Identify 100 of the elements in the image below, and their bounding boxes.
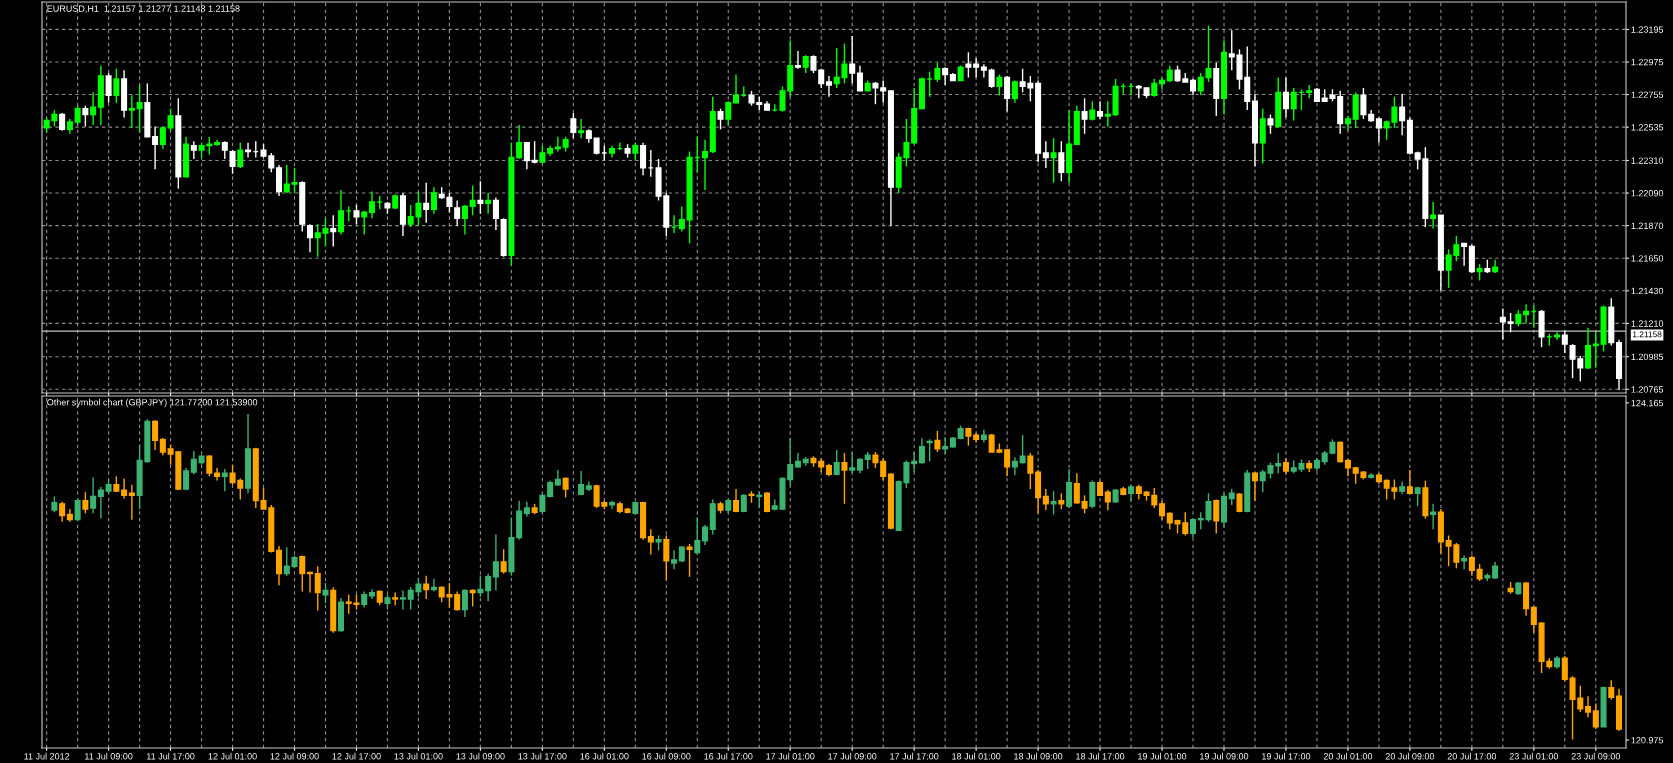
candlestick [1406,469,1413,496]
candlestick [671,549,678,571]
y-tick-label: 1.22975 [1631,58,1664,66]
y-tick-label: 1.20985 [1631,353,1664,361]
candlestick [911,451,918,473]
candlestick [221,468,228,492]
candlestick [1561,330,1568,354]
y-tick-label: 124.165 [1631,399,1664,407]
candlestick [1050,490,1057,516]
candlestick [90,476,97,515]
candlestick [330,214,337,248]
candlestick [934,430,941,453]
candlestick [121,477,128,500]
candlestick [430,578,437,593]
candlestick [1430,503,1437,530]
candlestick [229,149,236,175]
candlestick [1004,448,1011,478]
candlestick [1081,97,1088,135]
x-tick-label: 20 Jul 09:00 [1385,752,1435,760]
candlestick [1004,75,1011,113]
candlestick [152,125,159,171]
candlestick [1089,479,1096,509]
candlestick [1058,140,1065,182]
candlestick [849,35,856,85]
candlestick [337,189,345,236]
candlestick [1027,452,1034,490]
candlestick [1499,307,1506,341]
candlestick [500,548,507,575]
x-tick-label: 11 Jul 09:00 [85,752,133,760]
candlestick [82,491,89,515]
candlestick [245,142,252,159]
x-tick-label: 12 Jul 17:00 [332,752,381,760]
x-tick-label: 13 Jul 17:00 [518,752,567,760]
candlestick [980,63,987,79]
candlestick [1399,93,1406,136]
candlestick [461,204,468,236]
candlestick [105,72,112,104]
candlestick [1592,331,1599,369]
candlestick [477,575,484,598]
x-tick-label: 13 Jul 09:00 [456,752,505,760]
x-tick-label: 11 Jul 17:00 [147,752,195,760]
candlestick [554,469,561,487]
candlestick [516,124,523,160]
candlestick [725,100,732,126]
candlestick [322,582,329,604]
candlestick [1592,702,1599,730]
candlestick [368,588,375,600]
candlestick [1430,201,1437,230]
candlestick [353,204,360,225]
chart-title: EURUSD,H1 1.21157 1.21277 1.21148 1.21158 [47,5,240,13]
candlestick [492,533,499,592]
candlestick [1507,312,1514,333]
candlestick [430,186,437,215]
candlestick [694,516,701,556]
candlestick [833,449,840,476]
candlestick [1104,100,1111,128]
x-tick-label: 18 Jul 09:00 [1014,752,1063,760]
candlestick [732,73,740,104]
candlestick [97,486,104,520]
x-tick-label: 23 Jul 01:00 [1509,752,1559,760]
candlestick [206,454,213,478]
candlestick [702,139,709,191]
candlestick [59,501,66,523]
candlestick [1608,679,1615,701]
candlestick [965,51,972,79]
candlestick [423,181,430,224]
candlestick [872,81,879,105]
y-tick-label: 1.21870 [1631,222,1664,229]
y-tick-label: 1.22310 [1631,157,1664,164]
y-tick-label: 1.20765 [1631,386,1664,393]
candlestick [314,565,321,612]
candlestick [663,534,670,581]
candlestick [1259,107,1266,165]
x-tick-label: 18 Jul 01:00 [952,752,1001,760]
candlestick [477,180,484,215]
candlestick [276,545,283,586]
candlestick [1561,655,1568,683]
candlestick [880,79,887,104]
candlestick [276,164,283,197]
x-tick-label: 13 Jul 01:00 [394,752,443,760]
candlestick [825,75,832,98]
x-tick-label: 16 Jul 09:00 [642,752,691,760]
candlestick [942,436,949,455]
candlestick [237,142,244,169]
candlestick [1097,100,1104,120]
candlestick [686,543,693,578]
y-tick-label: 1.21430 [1631,287,1664,295]
candlestick [152,419,159,451]
candlestick [306,223,314,253]
candlestick [1275,452,1282,474]
candlestick [794,50,802,70]
candlestick [1282,76,1289,119]
candlestick [1375,116,1382,144]
candlestick [485,572,492,602]
candlestick [485,192,492,215]
candlestick [934,62,941,83]
ref-line-label: 1.21158 [1632,331,1662,338]
candlestick [562,476,569,499]
candlestick [702,524,709,546]
y-tick-label: 1.22535 [1631,124,1664,131]
